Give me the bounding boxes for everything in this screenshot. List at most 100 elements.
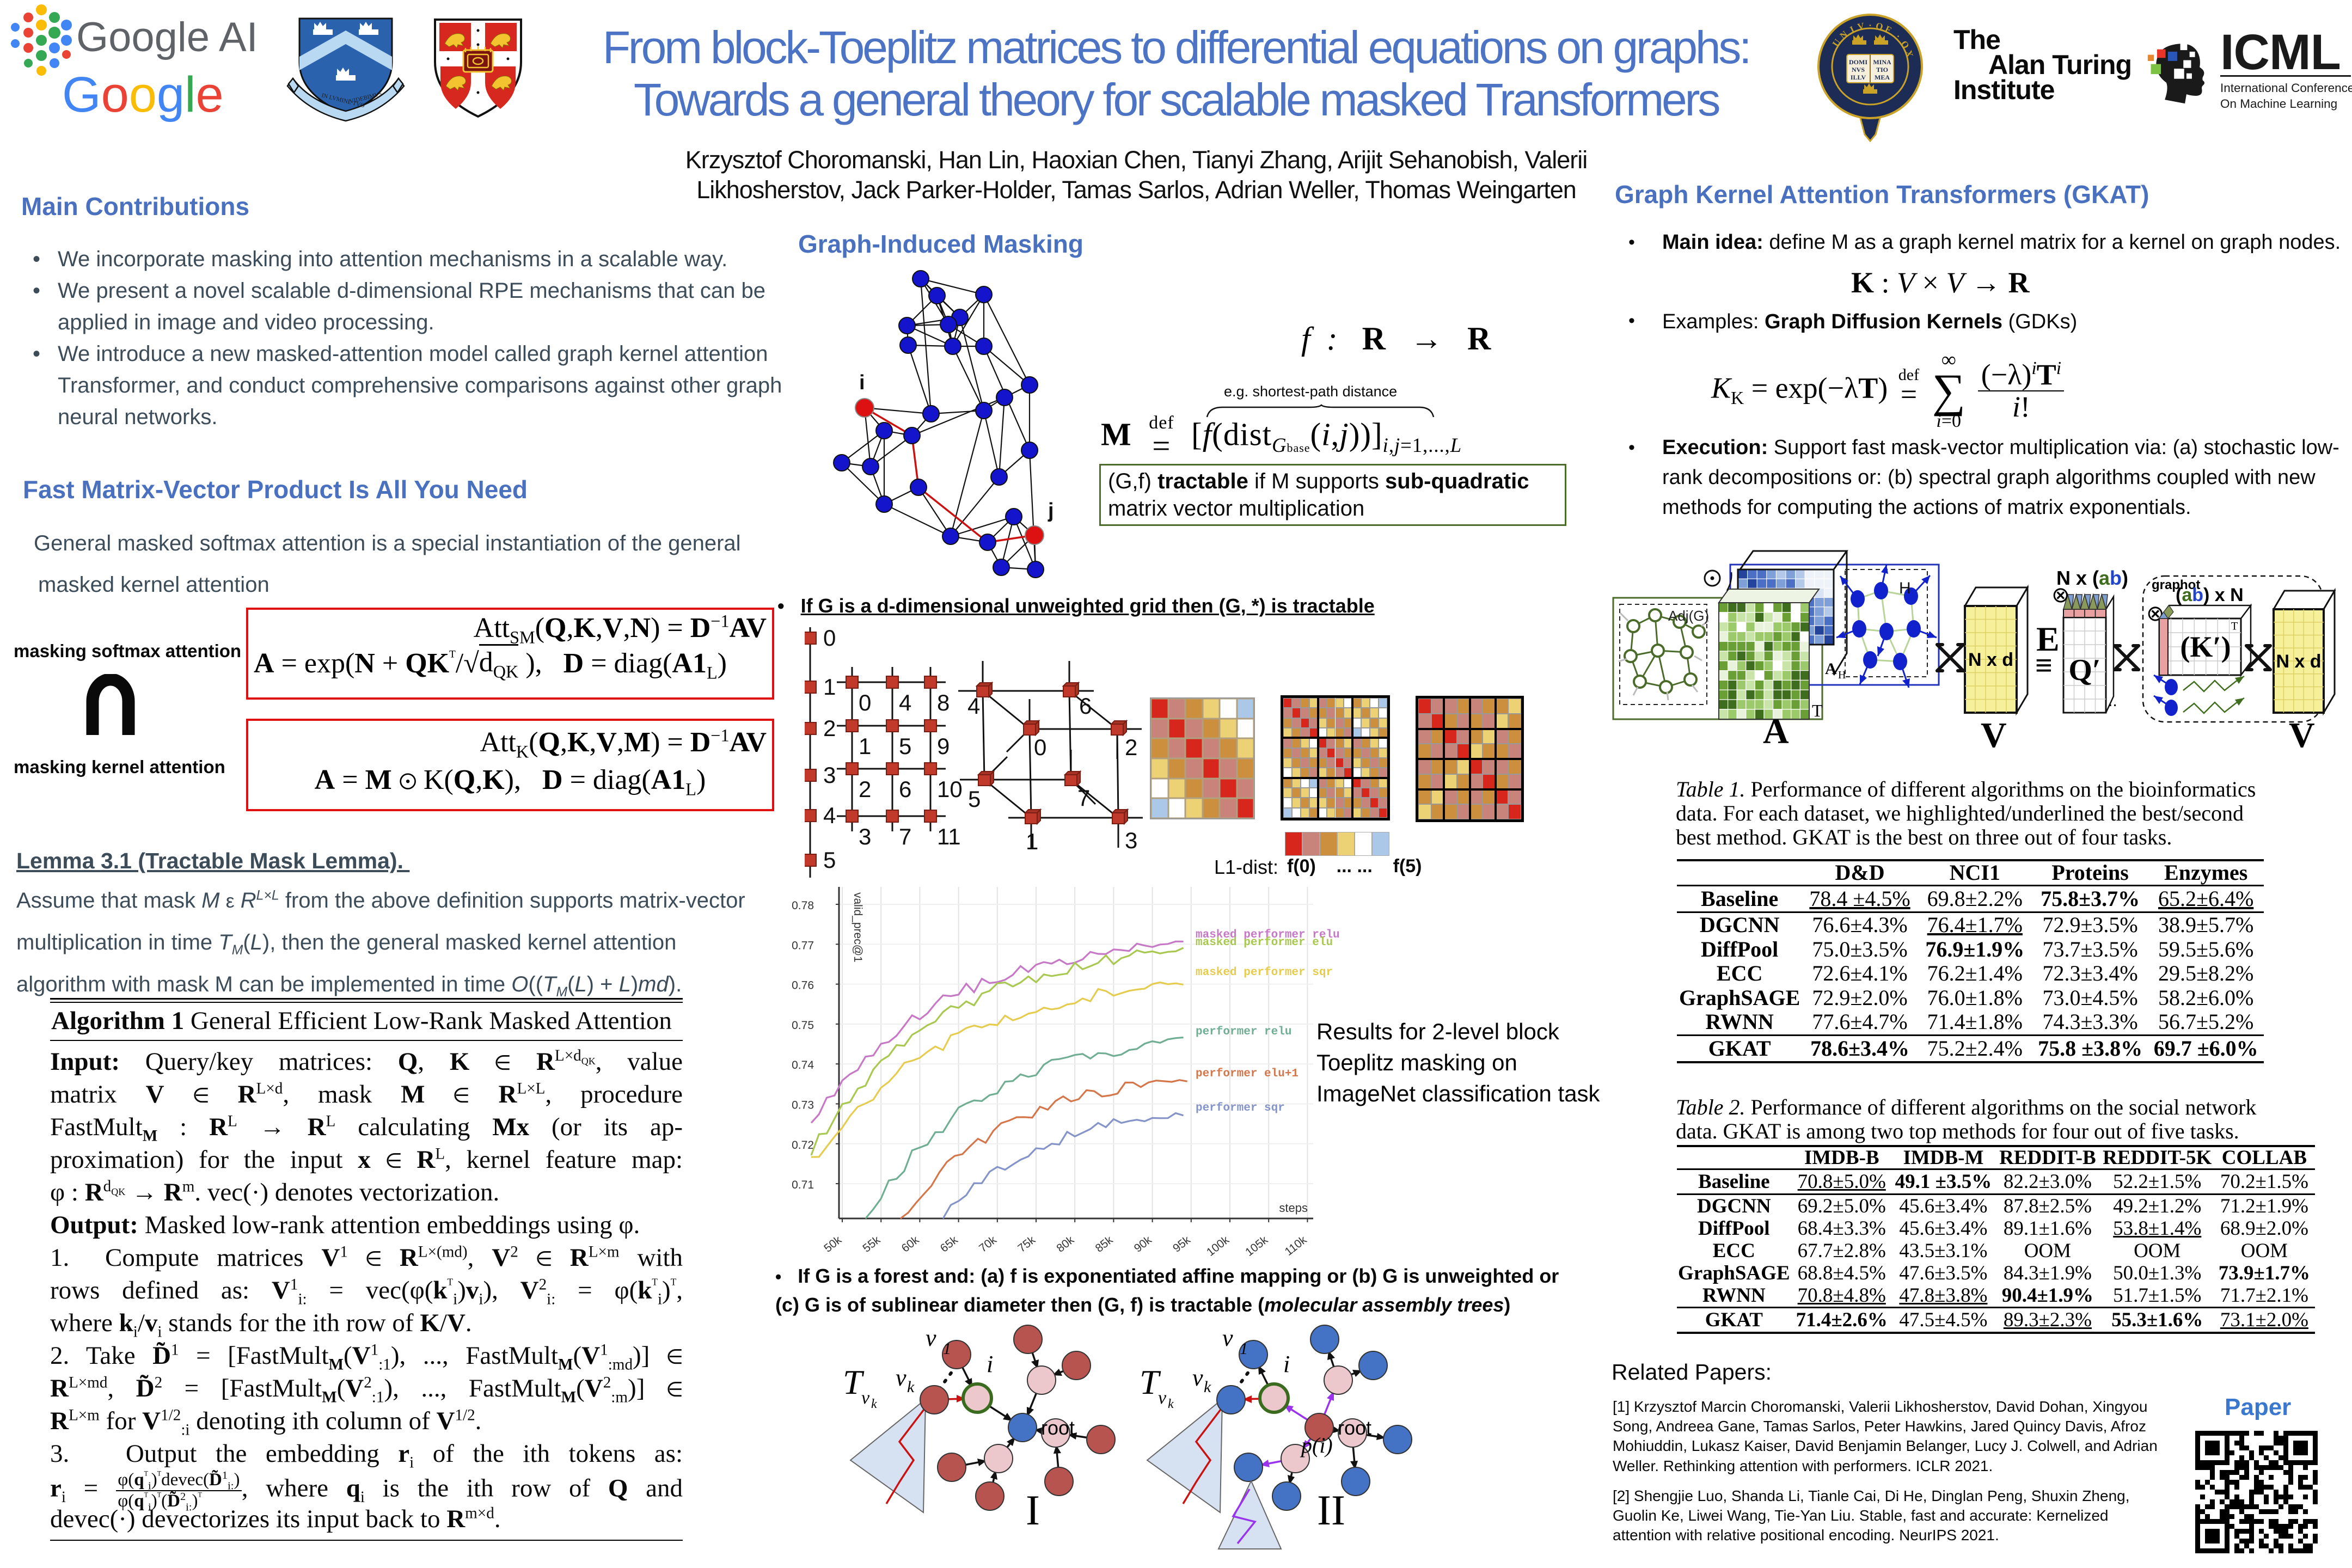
svg-text:5: 5 bbox=[968, 786, 981, 812]
svg-text:v: v bbox=[926, 1325, 936, 1351]
svg-text:3: 3 bbox=[1125, 828, 1137, 853]
svg-text:≡: ≡ bbox=[2035, 649, 2053, 682]
svg-text:k: k bbox=[1204, 1378, 1211, 1396]
svg-text:8: 8 bbox=[937, 690, 950, 715]
svg-text:k: k bbox=[1168, 1397, 1174, 1411]
svg-text:65k: 65k bbox=[938, 1234, 960, 1255]
svg-text:4: 4 bbox=[899, 690, 911, 715]
svg-text:NVS: NVS bbox=[1852, 66, 1865, 74]
svg-text:6: 6 bbox=[1079, 693, 1092, 719]
svg-text:Adj(G): Adj(G) bbox=[1668, 608, 1709, 624]
svg-text:95k: 95k bbox=[1171, 1234, 1193, 1255]
svg-text:1: 1 bbox=[943, 1340, 951, 1358]
svg-text:0.78: 0.78 bbox=[792, 899, 814, 912]
svg-text:11: 11 bbox=[937, 824, 961, 849]
svg-text:105k: 105k bbox=[1243, 1234, 1270, 1259]
svg-text:masked performer relu: masked performer relu bbox=[1196, 929, 1340, 941]
svg-text:7: 7 bbox=[1077, 785, 1090, 811]
svg-text:9: 9 bbox=[937, 733, 950, 759]
svg-text:0.74: 0.74 bbox=[792, 1059, 814, 1071]
svg-text:v: v bbox=[896, 1364, 906, 1391]
svg-text:H: H bbox=[1838, 669, 1846, 681]
svg-text:root: root bbox=[1338, 1417, 1371, 1439]
svg-text:I: I bbox=[1026, 1486, 1040, 1534]
svg-text:v: v bbox=[1192, 1364, 1203, 1391]
svg-text:i: i bbox=[987, 1351, 993, 1377]
svg-text:v: v bbox=[1158, 1388, 1167, 1408]
svg-text:0.77: 0.77 bbox=[792, 939, 814, 952]
svg-text:j: j bbox=[1048, 499, 1054, 522]
svg-text:55k: 55k bbox=[860, 1234, 883, 1255]
svg-text:1: 1 bbox=[859, 733, 871, 759]
svg-text:5: 5 bbox=[899, 733, 911, 759]
svg-text:0: 0 bbox=[859, 690, 871, 715]
svg-text:i: i bbox=[859, 371, 865, 394]
svg-text:110k: 110k bbox=[1283, 1234, 1309, 1259]
svg-text:H: H bbox=[1899, 579, 1911, 597]
svg-text:V: V bbox=[2289, 715, 2315, 755]
svg-text:60k: 60k bbox=[899, 1234, 922, 1255]
svg-text:75k: 75k bbox=[1015, 1234, 1038, 1255]
svg-text:85k: 85k bbox=[1093, 1234, 1116, 1255]
svg-text:0: 0 bbox=[1034, 734, 1046, 760]
svg-text:·: · bbox=[1869, 20, 1872, 30]
svg-text:N x d: N x d bbox=[2276, 651, 2321, 672]
svg-text:..: .. bbox=[2108, 692, 2117, 710]
svg-text:(K′): (K′) bbox=[2180, 630, 2231, 663]
svg-text:2: 2 bbox=[1125, 734, 1137, 760]
svg-text:TIO: TIO bbox=[1876, 66, 1888, 74]
svg-text:i: i bbox=[1283, 1351, 1290, 1377]
svg-text:k: k bbox=[871, 1397, 877, 1411]
svg-text:0.75: 0.75 bbox=[792, 1019, 814, 1032]
svg-text:5: 5 bbox=[823, 847, 836, 873]
svg-text:4: 4 bbox=[823, 803, 836, 828]
svg-text:steps: steps bbox=[1279, 1201, 1308, 1215]
svg-text:v: v bbox=[1222, 1325, 1233, 1351]
svg-text:MEA: MEA bbox=[1875, 74, 1890, 81]
svg-text:10: 10 bbox=[937, 776, 963, 802]
svg-text:100k: 100k bbox=[1204, 1234, 1232, 1259]
svg-text:ILLV: ILLV bbox=[1851, 74, 1866, 81]
svg-text:T: T bbox=[1812, 701, 1823, 720]
svg-text:root: root bbox=[1041, 1417, 1075, 1439]
svg-text:0: 0 bbox=[823, 626, 836, 651]
svg-text:p(i): p(i) bbox=[1300, 1433, 1333, 1457]
svg-text:2: 2 bbox=[823, 715, 836, 741]
svg-text:graphot: graphot bbox=[2152, 578, 2200, 592]
svg-text:70k: 70k bbox=[977, 1234, 999, 1255]
svg-text:3: 3 bbox=[823, 762, 836, 788]
svg-text:90k: 90k bbox=[1132, 1234, 1154, 1255]
svg-text:N x (ab): N x (ab) bbox=[2056, 567, 2128, 589]
svg-text:4: 4 bbox=[967, 693, 980, 719]
svg-text:MINA: MINA bbox=[1873, 58, 1891, 66]
svg-text:masked performer elu: masked performer elu bbox=[1196, 936, 1333, 949]
svg-text:T: T bbox=[843, 1363, 865, 1401]
svg-text:k: k bbox=[907, 1378, 915, 1396]
svg-text:performer relu: performer relu bbox=[1196, 1026, 1291, 1038]
svg-text:O: O bbox=[1875, 21, 1884, 32]
svg-text:performer sqr: performer sqr bbox=[1196, 1102, 1285, 1114]
svg-text:50k: 50k bbox=[822, 1234, 844, 1255]
svg-text:ᵀ: ᵀ bbox=[2231, 619, 2238, 639]
svg-text:DOMI: DOMI bbox=[1849, 58, 1867, 66]
svg-text:1: 1 bbox=[1240, 1340, 1248, 1358]
svg-text:V: V bbox=[1981, 715, 2007, 755]
svg-text:7: 7 bbox=[899, 824, 911, 849]
svg-text:Q′: Q′ bbox=[2068, 653, 2100, 687]
svg-text:80k: 80k bbox=[1054, 1234, 1076, 1255]
svg-text:1: 1 bbox=[823, 674, 836, 700]
svg-text:0.72: 0.72 bbox=[792, 1139, 814, 1152]
svg-text:performer elu+1: performer elu+1 bbox=[1196, 1068, 1298, 1080]
svg-text:v: v bbox=[861, 1388, 870, 1408]
svg-text:1: 1 bbox=[1026, 829, 1038, 854]
svg-text:2: 2 bbox=[859, 776, 871, 802]
svg-text:valid_prec@1: valid_prec@1 bbox=[852, 892, 864, 963]
svg-text:0.71: 0.71 bbox=[792, 1179, 814, 1191]
svg-text:E: E bbox=[2036, 620, 2060, 658]
svg-text:A: A bbox=[1763, 712, 1789, 751]
svg-text:(ab) x N: (ab) x N bbox=[2176, 585, 2244, 605]
svg-text:N x d: N x d bbox=[1968, 650, 2013, 670]
svg-text:T: T bbox=[1140, 1363, 1161, 1401]
svg-text:⊗: ⊗ bbox=[2051, 583, 2070, 607]
svg-text:masked performer sqr: masked performer sqr bbox=[1196, 966, 1333, 979]
